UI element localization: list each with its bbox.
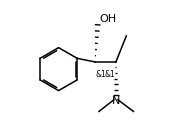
- Text: OH: OH: [99, 14, 116, 24]
- Text: N: N: [112, 96, 120, 106]
- Text: &1: &1: [104, 70, 115, 79]
- Text: &1: &1: [96, 70, 106, 79]
